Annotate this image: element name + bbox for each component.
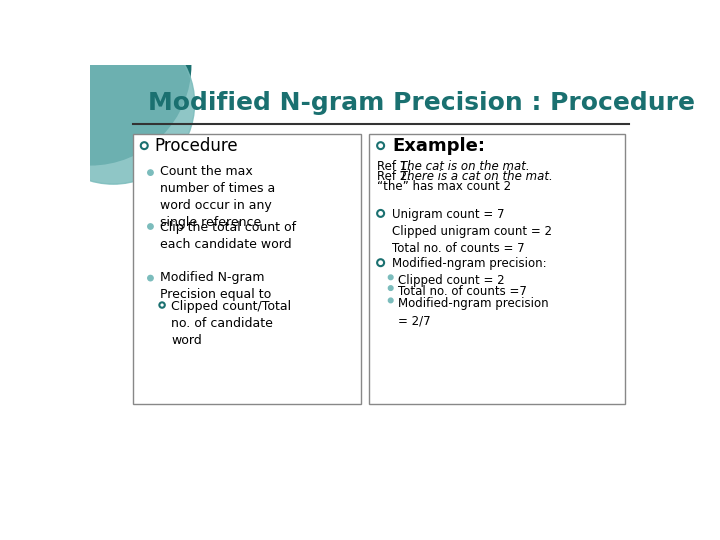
Text: There is a cat on the mat.: There is a cat on the mat. — [400, 170, 553, 183]
Circle shape — [159, 302, 165, 308]
Text: Ref 1:: Ref 1: — [377, 160, 415, 173]
Circle shape — [148, 224, 153, 229]
FancyBboxPatch shape — [369, 134, 625, 403]
Text: Modified-ngram precision
= 2/7: Modified-ngram precision = 2/7 — [398, 298, 549, 327]
Text: Clipped count = 2: Clipped count = 2 — [398, 274, 505, 287]
FancyBboxPatch shape — [132, 134, 361, 403]
Circle shape — [32, 23, 194, 184]
Text: Count the max
number of times a
word occur in any
single reference: Count the max number of times a word occ… — [160, 165, 275, 229]
Circle shape — [377, 142, 384, 149]
Text: Ref 2:: Ref 2: — [377, 170, 415, 183]
Circle shape — [141, 142, 148, 149]
Text: Example:: Example: — [392, 137, 485, 154]
Text: Clipped count/Total
no. of candidate
word: Clipped count/Total no. of candidate wor… — [171, 300, 292, 347]
Text: Clip the total count of
each candidate word: Clip the total count of each candidate w… — [160, 221, 296, 251]
Text: Unigram count = 7
Clipped unigram count = 2
Total no. of counts = 7: Unigram count = 7 Clipped unigram count … — [392, 208, 552, 255]
Circle shape — [148, 170, 153, 176]
Circle shape — [377, 210, 384, 217]
Circle shape — [388, 275, 393, 280]
Text: Total no. of counts =7: Total no. of counts =7 — [398, 285, 527, 298]
Circle shape — [388, 286, 393, 291]
Circle shape — [388, 298, 393, 303]
Text: The cat is on the mat.: The cat is on the mat. — [400, 160, 530, 173]
Text: Modified N-gram Precision : Procedure: Modified N-gram Precision : Procedure — [148, 91, 695, 116]
Text: Modified-ngram precision:: Modified-ngram precision: — [392, 257, 547, 271]
Circle shape — [148, 275, 153, 281]
Circle shape — [377, 259, 384, 266]
Text: “the” has max count 2: “the” has max count 2 — [377, 180, 511, 193]
Text: Modified N-gram
Precision equal to: Modified N-gram Precision equal to — [160, 271, 271, 301]
Text: Procedure: Procedure — [154, 137, 238, 154]
Circle shape — [0, 0, 191, 165]
